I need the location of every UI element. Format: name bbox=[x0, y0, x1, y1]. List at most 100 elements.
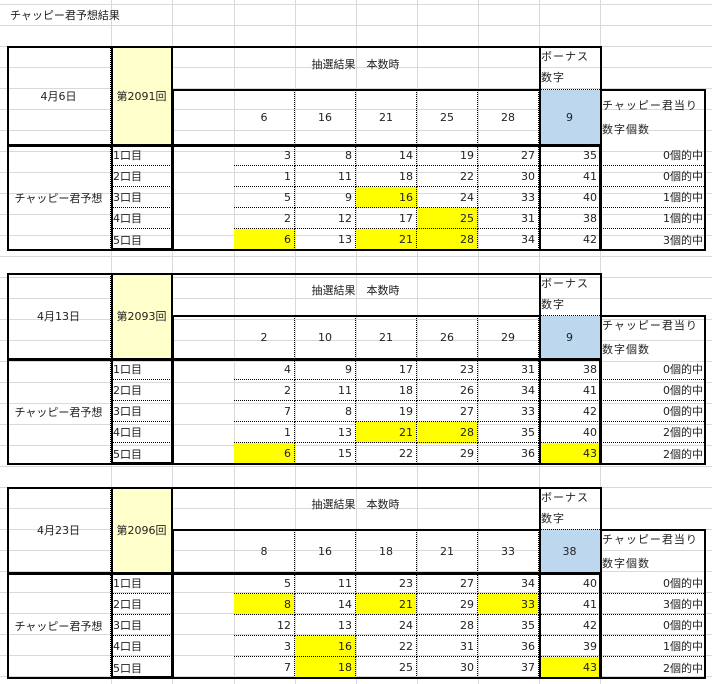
predicted-number[interactable]: 19 bbox=[356, 401, 417, 422]
predicted-number-hit[interactable]: 16 bbox=[295, 636, 356, 657]
draw-header[interactable]: 抽選結果 本数時 bbox=[172, 273, 539, 316]
ticket-label[interactable]: 2口目 bbox=[111, 380, 172, 401]
winning-number[interactable]: 8 bbox=[234, 530, 295, 573]
ticket-label[interactable]: 3口目 bbox=[111, 615, 172, 636]
predicted-number[interactable]: 9 bbox=[295, 359, 356, 380]
hits-count[interactable]: 2個的中 bbox=[600, 422, 706, 443]
ticket-label[interactable]: 4口目 bbox=[111, 208, 172, 229]
bonus-match-cell[interactable] bbox=[539, 594, 600, 615]
ticket-label[interactable]: 3口目 bbox=[111, 187, 172, 208]
ticket-label[interactable]: 5口目 bbox=[113, 661, 142, 675]
predicted-number-hit[interactable]: 43 bbox=[539, 657, 600, 678]
predicted-number[interactable]: 13 bbox=[295, 422, 356, 443]
predicted-number[interactable]: 3 bbox=[234, 636, 295, 657]
bonus-match-cell[interactable] bbox=[539, 422, 600, 443]
hits-header[interactable]: チャッピー君当り数字個数 bbox=[602, 318, 698, 356]
winning-number[interactable]: 10 bbox=[295, 316, 356, 359]
draw-date[interactable]: 4月6日 bbox=[7, 46, 111, 145]
predicted-number[interactable]: 27 bbox=[417, 573, 478, 594]
predicted-number[interactable]: 23 bbox=[356, 573, 417, 594]
predicted-number[interactable]: 11 bbox=[295, 166, 356, 187]
predicted-number[interactable]: 23 bbox=[417, 359, 478, 380]
predicted-number[interactable]: 8 bbox=[295, 401, 356, 422]
prediction-label[interactable]: チャッピー君予想 bbox=[7, 573, 111, 678]
ticket-label[interactable]: 4口目 bbox=[111, 636, 172, 657]
predicted-number[interactable]: 29 bbox=[417, 594, 478, 615]
ticket-label[interactable]: 2口目 bbox=[111, 166, 172, 187]
hits-header[interactable]: チャッピー君当り数字個数 bbox=[602, 532, 698, 570]
bonus-match-cell[interactable] bbox=[539, 573, 600, 594]
predicted-number-hit[interactable]: 21 bbox=[356, 422, 417, 443]
predicted-number[interactable]: 34 bbox=[478, 229, 539, 250]
predicted-number[interactable]: 27 bbox=[478, 145, 539, 166]
bonus-number[interactable]: 9 bbox=[539, 90, 600, 145]
hits-count[interactable]: 2個的中 bbox=[663, 447, 703, 461]
hits-count[interactable]: 0個的中 bbox=[600, 401, 706, 422]
bonus-match-cell[interactable] bbox=[539, 615, 600, 636]
predicted-number[interactable]: 36 bbox=[478, 443, 539, 464]
bonus-match-cell[interactable] bbox=[539, 359, 600, 380]
predicted-number[interactable]: 27 bbox=[417, 401, 478, 422]
bonus-match-cell[interactable] bbox=[539, 401, 600, 422]
ticket-label[interactable]: 5口目 bbox=[113, 447, 142, 461]
predicted-number[interactable]: 25 bbox=[356, 657, 417, 678]
predicted-number[interactable]: 17 bbox=[356, 359, 417, 380]
predicted-number[interactable]: 31 bbox=[478, 208, 539, 229]
hits-count[interactable]: 0個的中 bbox=[600, 145, 706, 166]
bonus-match-cell[interactable] bbox=[539, 380, 600, 401]
bonus-match-cell[interactable] bbox=[539, 166, 600, 187]
predicted-number[interactable]: 35 bbox=[478, 615, 539, 636]
bonus-match-cell[interactable] bbox=[539, 636, 600, 657]
bonus-number[interactable]: 38 bbox=[539, 530, 600, 573]
predicted-number[interactable]: 11 bbox=[295, 573, 356, 594]
predicted-number[interactable]: 34 bbox=[478, 573, 539, 594]
winning-number[interactable]: 16 bbox=[295, 530, 356, 573]
ticket-label[interactable]: 4口目 bbox=[111, 422, 172, 443]
predicted-number[interactable]: 30 bbox=[417, 657, 478, 678]
predicted-number[interactable]: 3 bbox=[234, 145, 295, 166]
predicted-number[interactable]: 30 bbox=[478, 166, 539, 187]
predicted-number-hit[interactable]: 25 bbox=[417, 208, 478, 229]
predicted-number[interactable]: 1 bbox=[234, 422, 295, 443]
winning-number[interactable]: 16 bbox=[295, 90, 356, 145]
ticket-label[interactable]: 1口目 bbox=[111, 573, 172, 594]
predicted-number[interactable]: 18 bbox=[356, 166, 417, 187]
predicted-number[interactable]: 24 bbox=[417, 187, 478, 208]
predicted-number[interactable]: 37 bbox=[478, 657, 539, 678]
predicted-number-hit[interactable]: 28 bbox=[417, 422, 478, 443]
hits-header[interactable]: チャッピー君当り数字個数 bbox=[602, 98, 698, 136]
predicted-number[interactable]: 29 bbox=[417, 443, 478, 464]
draw-date[interactable]: 4月23日 bbox=[7, 487, 111, 573]
hits-count[interactable]: 3個的中 bbox=[600, 594, 706, 615]
winning-number[interactable]: 25 bbox=[417, 90, 478, 145]
winning-number[interactable]: 21 bbox=[356, 90, 417, 145]
predicted-number[interactable]: 18 bbox=[356, 380, 417, 401]
predicted-number-hit[interactable]: 6 bbox=[234, 229, 295, 250]
winning-number[interactable]: 33 bbox=[478, 530, 539, 573]
hits-count[interactable]: 1個的中 bbox=[600, 636, 706, 657]
bonus-header[interactable]: ボーナス数字 bbox=[539, 487, 600, 530]
predicted-number-hit[interactable]: 8 bbox=[234, 594, 295, 615]
winning-number[interactable]: 26 bbox=[417, 316, 478, 359]
bonus-header[interactable]: ボーナス数字 bbox=[539, 273, 600, 316]
predicted-number-hit[interactable]: 18 bbox=[295, 657, 356, 678]
winning-number[interactable]: 18 bbox=[356, 530, 417, 573]
predicted-number[interactable]: 7 bbox=[234, 657, 295, 678]
predicted-number[interactable]: 31 bbox=[478, 359, 539, 380]
predicted-number[interactable]: 15 bbox=[295, 443, 356, 464]
predicted-number[interactable]: 34 bbox=[478, 380, 539, 401]
predicted-number[interactable]: 5 bbox=[234, 573, 295, 594]
round-number[interactable]: 第2091回 bbox=[111, 46, 172, 145]
predicted-number[interactable]: 2 bbox=[234, 208, 295, 229]
ticket-label[interactable]: 2口目 bbox=[111, 594, 172, 615]
bonus-number[interactable]: 9 bbox=[539, 316, 600, 359]
draw-header[interactable]: 抽選結果 本数時 bbox=[172, 46, 539, 90]
ticket-label[interactable]: 3口目 bbox=[111, 401, 172, 422]
predicted-number[interactable]: 2 bbox=[234, 380, 295, 401]
predicted-number[interactable]: 22 bbox=[356, 443, 417, 464]
draw-date[interactable]: 4月13日 bbox=[7, 273, 111, 359]
bonus-match-cell[interactable] bbox=[539, 229, 600, 250]
predicted-number[interactable]: 9 bbox=[295, 187, 356, 208]
winning-number[interactable]: 21 bbox=[417, 530, 478, 573]
draw-header[interactable]: 抽選結果 本数時 bbox=[172, 487, 539, 530]
